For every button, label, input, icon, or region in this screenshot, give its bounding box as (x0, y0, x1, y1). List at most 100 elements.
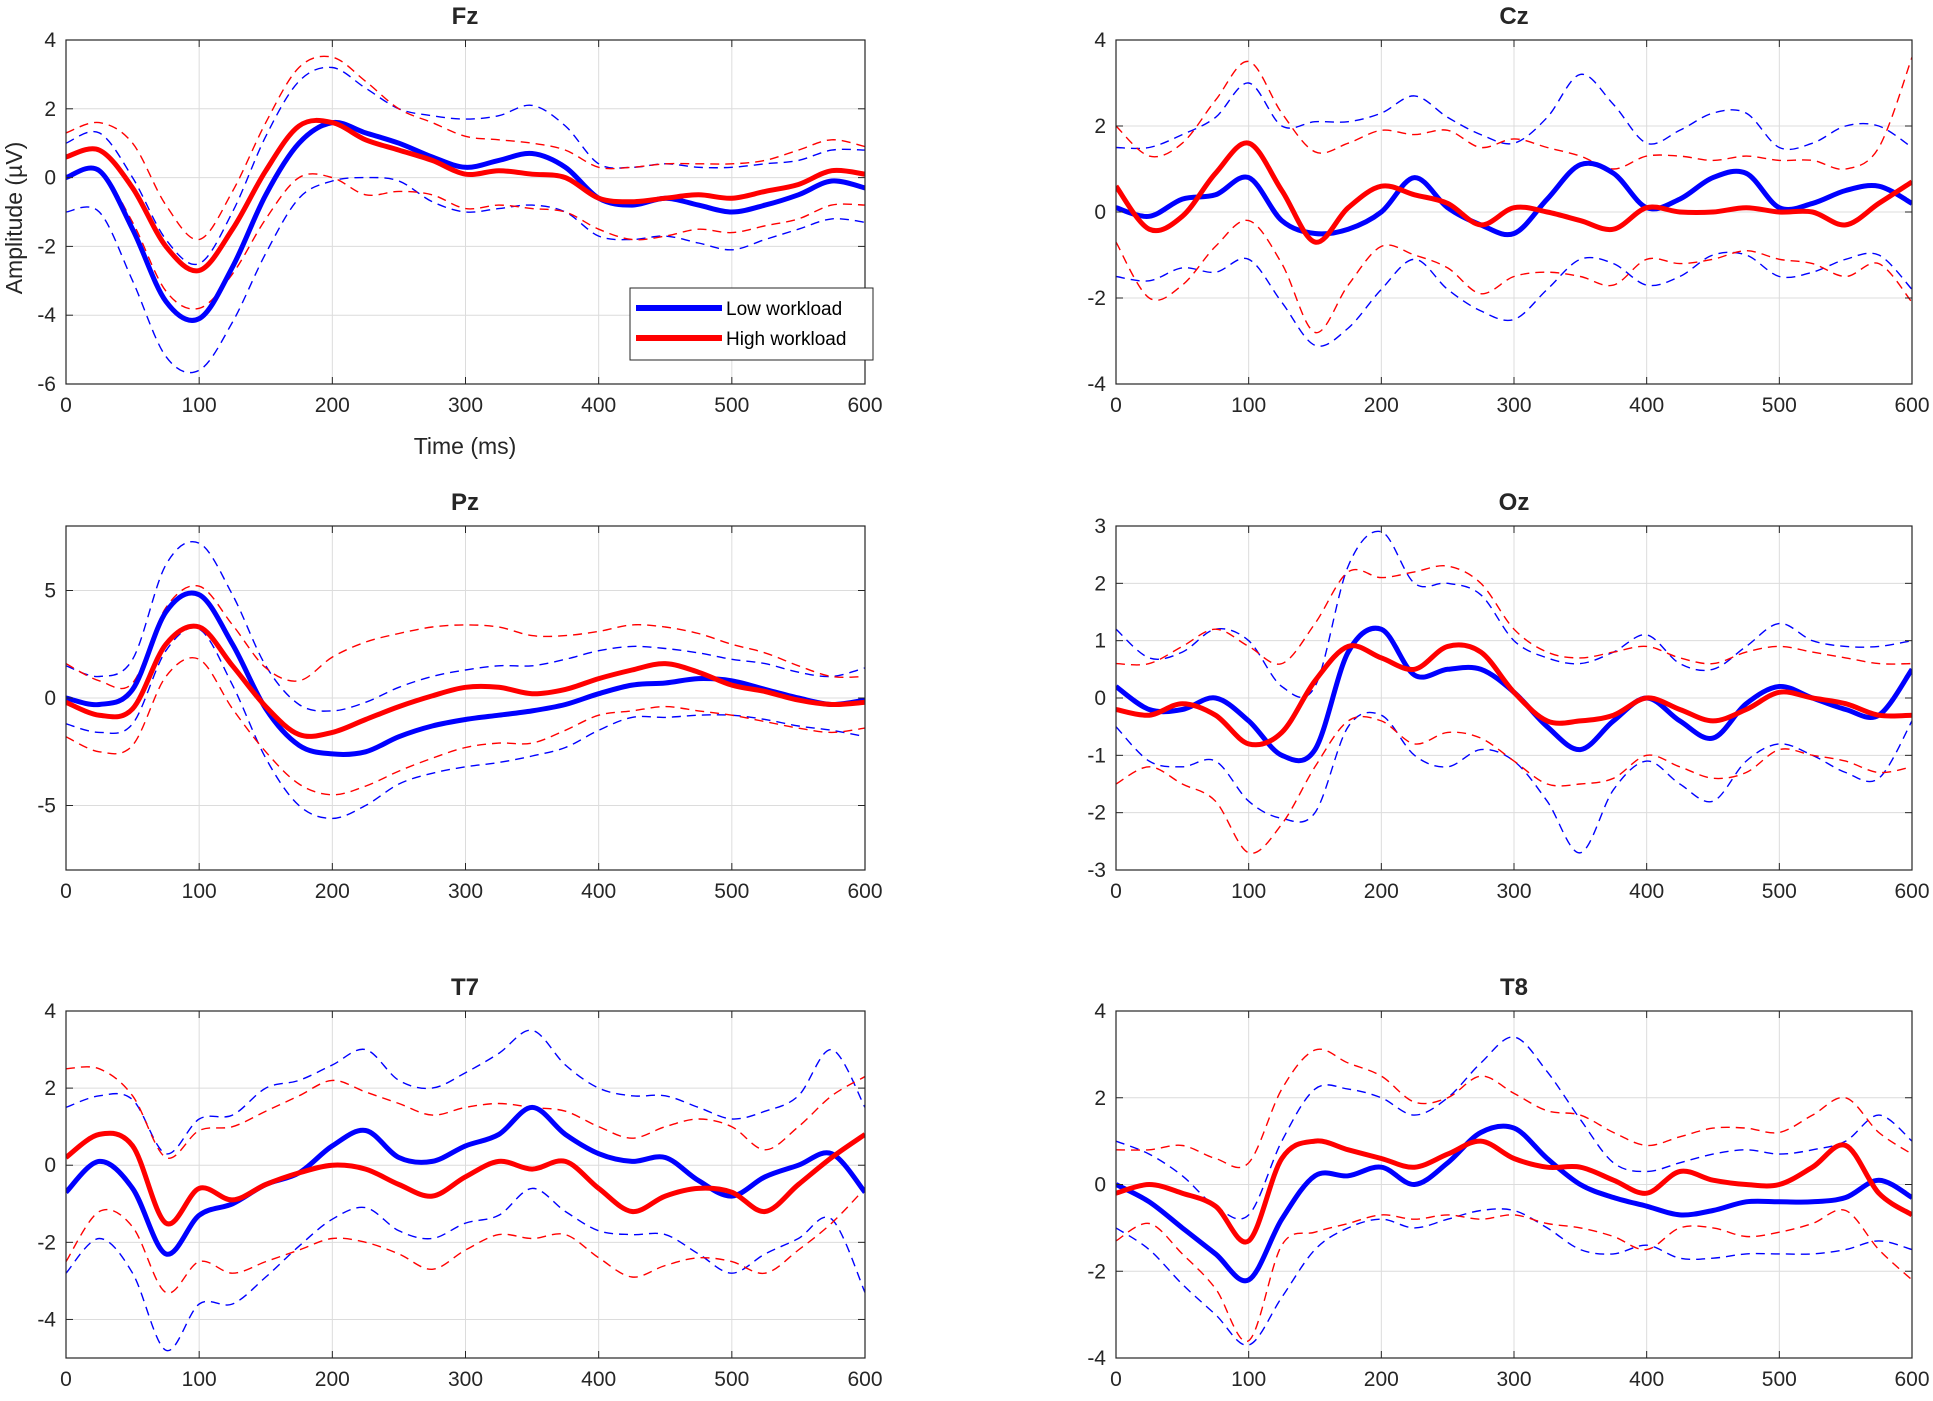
legend-label-high: High workload (726, 329, 846, 350)
y-tick-label: -4 (1087, 1347, 1106, 1370)
high-workload-mean-line (1116, 642, 1912, 748)
high-workload-mean-line (1116, 140, 1912, 245)
y-tick-label: 2 (1094, 115, 1106, 138)
x-tick-label: 500 (714, 394, 749, 417)
high-workload-ci-upper-line (1116, 565, 1912, 666)
y-tick-label: 2 (1094, 1087, 1106, 1110)
low-workload-ci-upper-line (66, 66, 865, 266)
high-workload-ci-lower-line (1116, 1208, 1912, 1342)
x-tick-label: 300 (1496, 1368, 1531, 1391)
x-tick-label: 100 (182, 1368, 217, 1391)
x-tick-label: 300 (1496, 880, 1531, 903)
low-workload-ci-upper-line (1116, 1036, 1912, 1220)
panel-title: Oz (1499, 489, 1530, 516)
panel-cz: Cz 0 100 200 300 400 500 600 -4 -2 0 2 4 (1087, 3, 1929, 417)
x-tick-label: 400 (581, 880, 616, 903)
low-workload-ci-lower-line (1116, 251, 1912, 347)
x-tick-label: 0 (1110, 1368, 1122, 1391)
x-tick-label: 600 (847, 394, 882, 417)
x-tick-label: 600 (1894, 394, 1929, 417)
high-workload-mean-line (66, 623, 865, 739)
y-tick-label: 4 (1094, 1000, 1106, 1023)
x-tick-label: 0 (60, 394, 72, 417)
x-tick-label: 400 (581, 394, 616, 417)
high-workload-ci-upper-line (1116, 1048, 1912, 1169)
y-tick-label: -4 (37, 1308, 56, 1331)
high-workload-ci-upper-line (66, 584, 865, 690)
x-tick-label: 300 (448, 880, 483, 903)
x-tick-label: 500 (1762, 1368, 1797, 1391)
low-workload-mean-line (66, 1104, 865, 1257)
x-tick-label: 0 (60, 1368, 72, 1391)
low-workload-ci-upper-line (66, 541, 865, 712)
y-tick-label: 2 (1094, 572, 1106, 595)
y-tick-label: 4 (1094, 29, 1106, 52)
low-workload-ci-lower-line (66, 1187, 865, 1352)
x-tick-label: 500 (1762, 880, 1797, 903)
x-tick-label: 100 (1231, 394, 1266, 417)
x-tick-label: 300 (1496, 394, 1531, 417)
low-workload-ci-lower-line (66, 627, 865, 820)
low-workload-mean-line (66, 590, 865, 757)
low-workload-ci-lower-line (1116, 1208, 1912, 1346)
x-tick-label: 300 (448, 1368, 483, 1391)
y-tick-label: -2 (1087, 287, 1106, 310)
high-workload-ci-upper-line (66, 1066, 865, 1159)
panel-title: Cz (1499, 3, 1528, 30)
x-tick-label: 100 (1231, 880, 1266, 903)
low-workload-ci-upper-line (1116, 73, 1912, 151)
high-workload-ci-upper-line (1116, 56, 1912, 171)
y-tick-label: -2 (37, 235, 56, 258)
y-tick-label: 0 (1094, 687, 1106, 710)
x-tick-label: 0 (60, 880, 72, 903)
x-tick-label: 0 (1110, 880, 1122, 903)
y-tick-label: 0 (44, 687, 56, 710)
x-tick-label: 200 (1364, 880, 1399, 903)
low-workload-mean-line (1116, 1123, 1912, 1284)
x-tick-label: 400 (1629, 1368, 1664, 1391)
x-tick-label: 200 (315, 394, 350, 417)
panel-title: T8 (1500, 974, 1528, 1001)
low-workload-mean-line (1116, 160, 1912, 238)
y-tick-label: -2 (37, 1231, 56, 1254)
x-tick-label: 200 (315, 880, 350, 903)
legend-label-low: Low workload (726, 299, 842, 320)
legend-box (629, 287, 874, 361)
x-tick-label: 300 (448, 394, 483, 417)
high-workload-mean-line (1116, 1138, 1912, 1245)
low-workload-ci-lower-line (66, 176, 865, 374)
y-tick-label: 0 (1094, 201, 1106, 224)
y-tick-label: 0 (1094, 1174, 1106, 1197)
panel-title: Pz (451, 489, 479, 516)
high-workload-mean-line (66, 1130, 865, 1227)
x-tick-label: 600 (847, 880, 882, 903)
panel-fz: Fz Time (ms) Amplitude (µV) 0 100 200 300 40… (1, 3, 883, 459)
y-tick-label: 0 (44, 1154, 56, 1177)
low-workload-mean-line (66, 119, 865, 323)
x-tick-label: 0 (1110, 394, 1122, 417)
x-tick-label: 400 (581, 1368, 616, 1391)
y-tick-label: -2 (1087, 1260, 1106, 1283)
y-axis-label: Amplitude (µV) (1, 142, 27, 295)
y-tick-label: -2 (1087, 802, 1106, 825)
y-tick-label: -1 (1087, 744, 1106, 767)
x-tick-label: 400 (1629, 394, 1664, 417)
y-tick-label: 0 (44, 167, 56, 190)
high-workload-ci-lower-line (66, 656, 865, 796)
y-tick-label: 2 (44, 1077, 56, 1100)
y-tick-label: 4 (44, 29, 56, 52)
y-tick-label: -3 (1087, 859, 1106, 882)
panel-t8: T8 0 100 200 300 400 500 600 -4 -2 0 2 4 (1087, 974, 1929, 1391)
y-tick-label: -4 (37, 304, 56, 327)
y-tick-label: 3 (1094, 515, 1106, 538)
x-tick-label: 600 (1894, 880, 1929, 903)
y-tick-label: -5 (37, 795, 56, 818)
high-workload-ci-upper-line (66, 55, 865, 241)
x-tick-label: 600 (1894, 1368, 1929, 1391)
x-tick-label: 200 (1364, 394, 1399, 417)
legend: Low workload High workload (629, 287, 874, 361)
y-tick-label: 2 (44, 98, 56, 121)
y-tick-label: -6 (37, 373, 56, 396)
panel-t7: T7 0 100 200 300 400 500 600 -4 -2 0 2 4 (37, 974, 882, 1391)
